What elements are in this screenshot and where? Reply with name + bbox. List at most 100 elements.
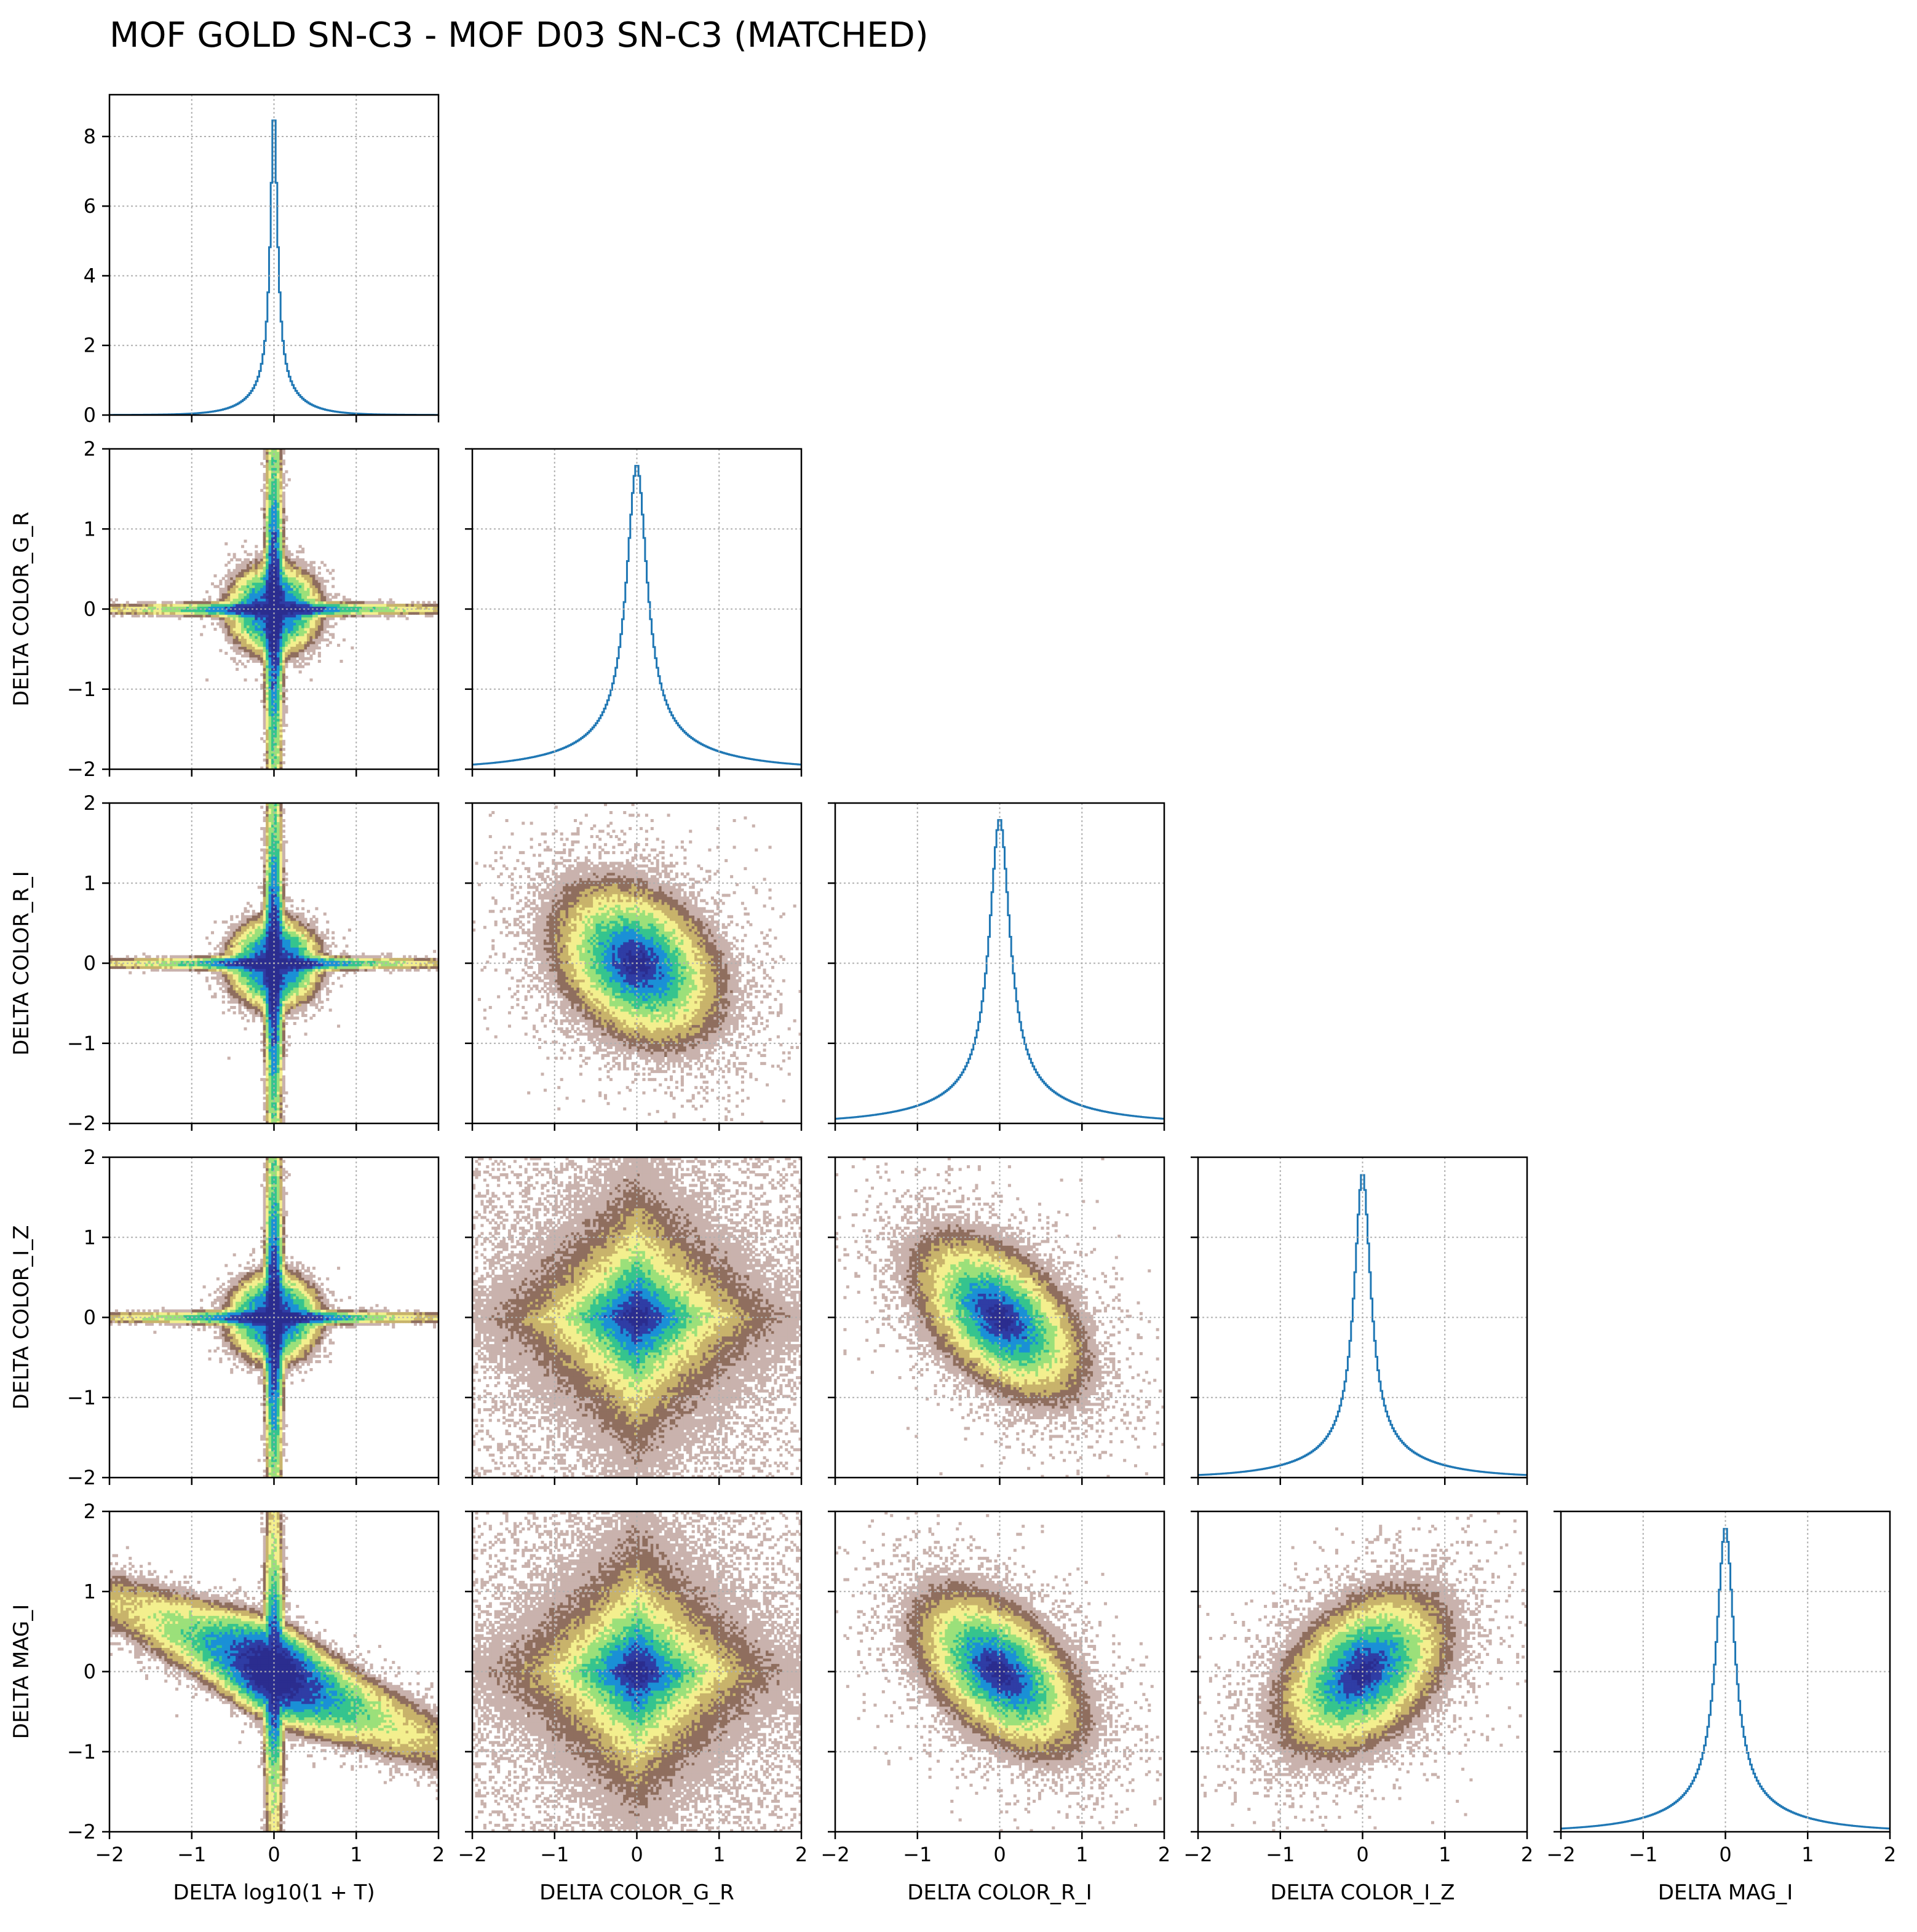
density-bin [255, 952, 258, 956]
density-bin [274, 665, 277, 668]
density-bin [282, 835, 285, 839]
density-bin [274, 859, 277, 863]
density-bin [279, 848, 283, 852]
density-bin [268, 619, 272, 623]
density-bin [178, 614, 181, 618]
density-bin [339, 952, 343, 956]
density-bin [271, 689, 275, 692]
density-bin [257, 928, 261, 932]
density-bin [279, 880, 283, 884]
density-bin [197, 968, 200, 972]
density-bin [263, 837, 266, 841]
density-bin [246, 606, 250, 610]
density-bin [266, 1040, 269, 1044]
density-bin [315, 593, 319, 596]
density-bin [255, 611, 258, 615]
density-bin [276, 657, 280, 660]
density-bin [282, 673, 285, 676]
density-bin [263, 1048, 266, 1052]
density-bin [274, 678, 277, 682]
density-bin [252, 915, 255, 919]
density-bin [257, 1003, 261, 1007]
density-bin [266, 475, 269, 479]
density-bin [334, 614, 338, 618]
density-bin [268, 917, 272, 921]
density-bin [274, 676, 277, 679]
density-bin [260, 960, 264, 964]
density-bin [271, 1072, 275, 1076]
density-bin [296, 601, 300, 604]
density-bin [249, 614, 253, 618]
density-bin [210, 931, 215, 935]
density-bin [296, 646, 300, 650]
density-bin [236, 574, 239, 577]
density-bin [109, 960, 113, 964]
density-bin [268, 859, 272, 863]
density-bin [263, 668, 266, 671]
density-bin [285, 569, 288, 572]
density-bin [287, 611, 291, 615]
density-bin [197, 603, 200, 607]
density-bin [145, 957, 149, 961]
density-bin [257, 923, 261, 927]
density-bin [276, 907, 280, 911]
density-bin [249, 587, 253, 591]
density-bin [249, 598, 253, 602]
density-bin [339, 955, 343, 959]
density-bin [309, 955, 313, 959]
density-bin [263, 673, 266, 676]
density-bin [268, 566, 272, 569]
density-bin [238, 649, 242, 652]
density-bin [296, 907, 300, 911]
density-bin [290, 603, 294, 607]
density-bin [282, 883, 285, 887]
density-bin [290, 633, 294, 636]
density-bin [232, 614, 236, 618]
density-bin [219, 960, 223, 964]
density-bin [274, 756, 277, 759]
density-bin [351, 611, 354, 615]
density-bin [224, 971, 228, 975]
density-bin [285, 585, 288, 588]
density-bin [120, 957, 124, 961]
density-bin [263, 968, 266, 972]
density-bin [271, 1078, 275, 1082]
density-bin [298, 971, 302, 975]
density-bin [238, 971, 242, 975]
density-bin [263, 976, 266, 980]
density-bin [260, 997, 264, 1001]
density-bin [274, 689, 277, 692]
density-bin [276, 968, 280, 972]
density-bin [279, 756, 283, 759]
density-bin [232, 936, 236, 940]
density-bin [260, 635, 264, 639]
density-bin [167, 614, 170, 618]
density-bin [301, 646, 305, 650]
density-bin [279, 1062, 283, 1066]
density-bin [263, 497, 266, 501]
density-bin [266, 598, 269, 602]
density-bin [347, 601, 351, 604]
density-bin [257, 915, 261, 919]
density-bin [266, 505, 269, 509]
density-bin [337, 968, 341, 972]
density-bin [315, 633, 319, 636]
density-bin [191, 609, 195, 612]
density-bin [274, 979, 277, 983]
density-bin [282, 1075, 285, 1079]
density-bin [337, 614, 341, 618]
density-bin [271, 681, 275, 684]
density-bin [320, 611, 324, 615]
density-bin [268, 697, 272, 700]
density-bin [328, 944, 332, 948]
density-bin [252, 920, 255, 924]
density-bin [219, 625, 223, 628]
density-bin [328, 952, 332, 956]
density-bin [266, 684, 269, 687]
density-bin [268, 1088, 272, 1092]
density-bin [285, 598, 288, 602]
density-bin [317, 638, 321, 642]
density-bin [241, 915, 245, 919]
density-bin [276, 989, 280, 993]
density-bin [167, 609, 170, 612]
